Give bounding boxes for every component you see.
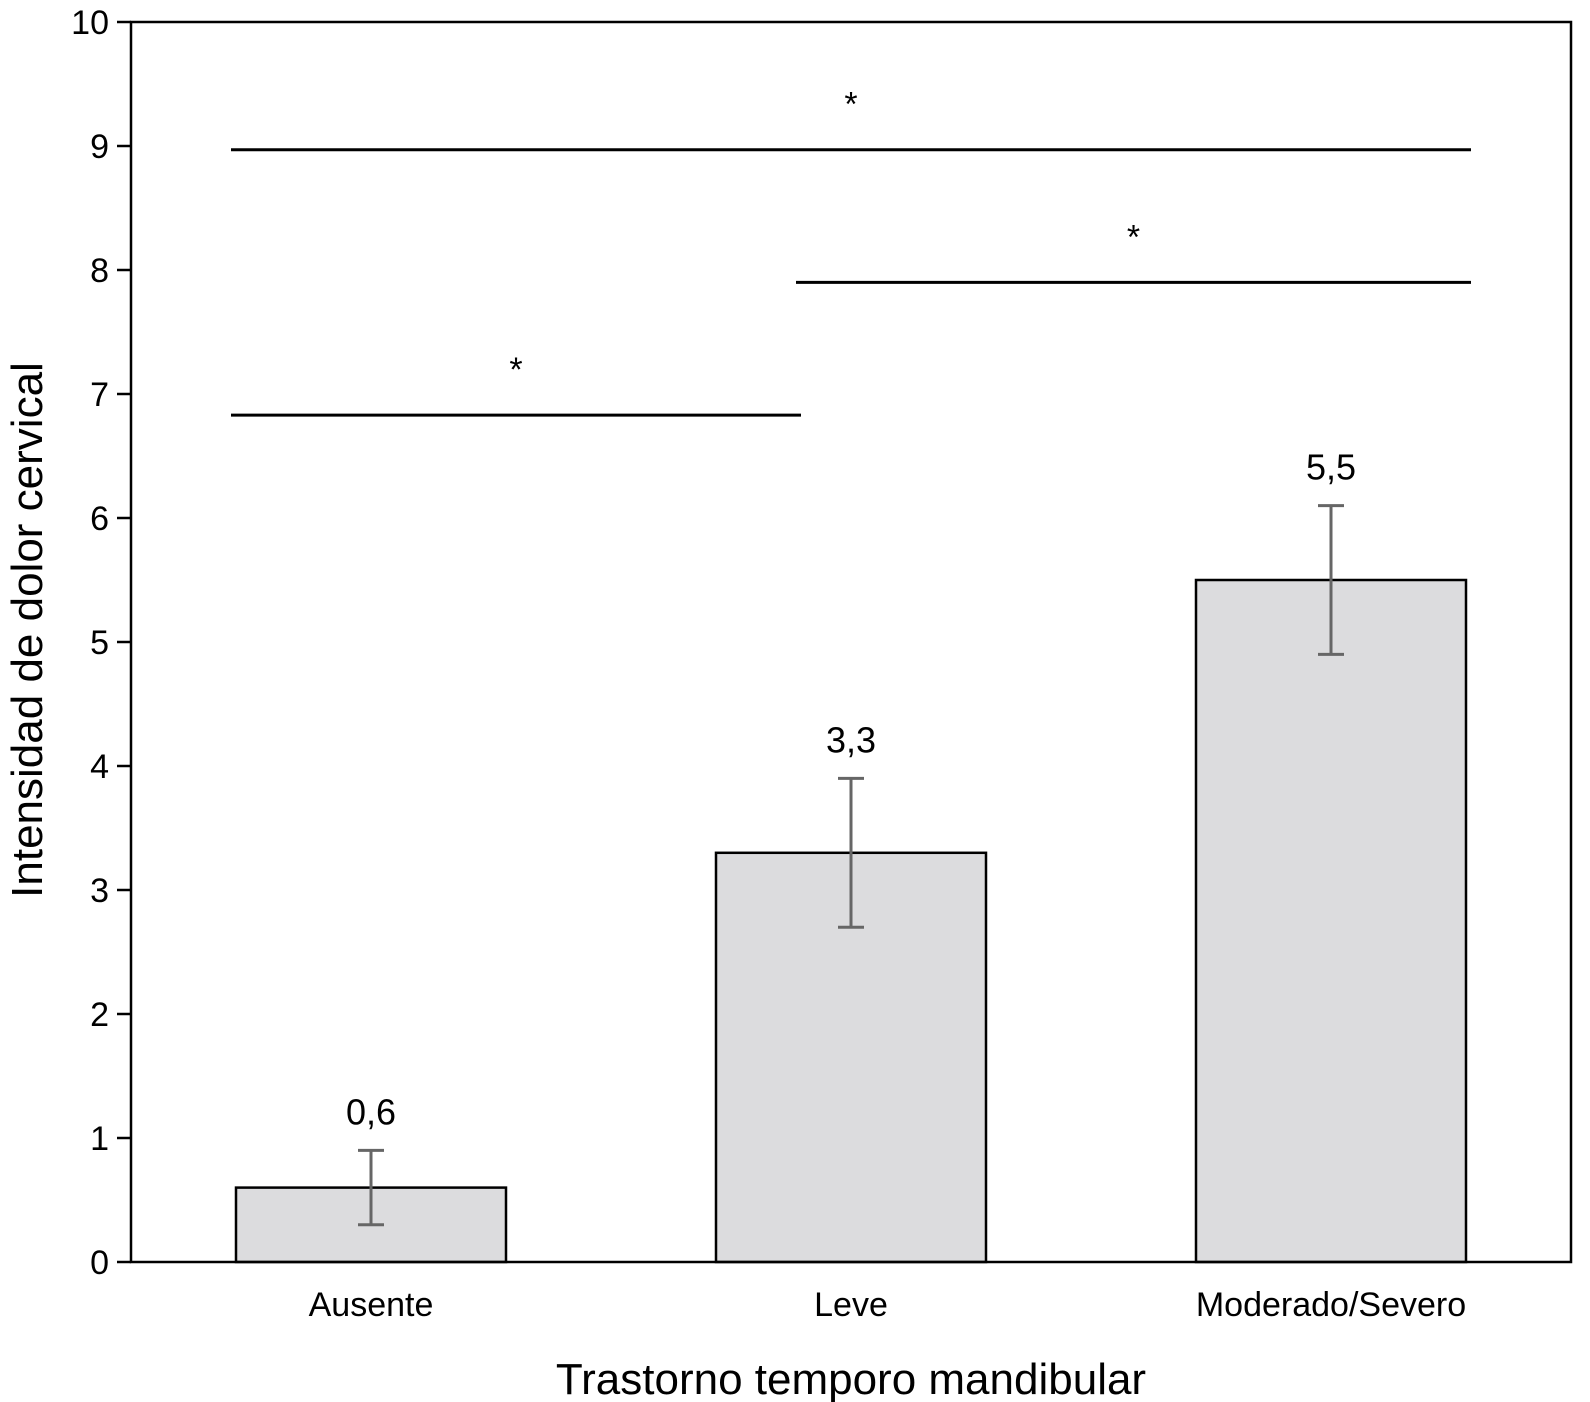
value-label: 5,5 [1306,447,1356,488]
y-tick-label: 1 [90,1120,109,1158]
y-axis-ticks: 0 1 2 3 4 5 6 7 8 9 10 [71,4,131,1282]
error-bar [1318,504,1344,656]
y-tick-label: 9 [90,128,109,166]
x-tick-label: Moderado/Severo [1196,1286,1466,1324]
y-tick-label: 0 [90,1244,109,1282]
x-axis-title: Trastorno temporo mandibular [556,1355,1146,1402]
significance-asterisk: * [1127,218,1140,256]
y-tick-label: 3 [90,872,109,910]
bar-moderado-severo [1194,578,1468,1264]
y-tick-label: 5 [90,624,109,662]
y-axis-title: Intensidad de dolor cervical [3,362,52,898]
value-label: 0,6 [346,1091,396,1132]
error-bars [358,504,1344,1227]
value-label: 3,3 [826,719,876,760]
error-bar [838,776,864,929]
y-tick-label: 2 [90,996,109,1034]
significance-bracket: * [231,86,1471,152]
y-tick-label: 6 [90,500,109,538]
x-tick-label: Ausente [309,1286,434,1324]
significance-bracket: * [796,218,1471,284]
significance-asterisk: * [844,86,857,124]
significance-brackets: * * * [231,86,1471,417]
error-bar [358,1148,384,1227]
significance-asterisk: * [509,351,522,389]
y-tick-label: 7 [90,376,109,414]
labels: 0,6 3,3 5,5 Ausente Leve Moderado/Severo [309,447,1467,1324]
y-tick-label: 8 [90,252,109,290]
x-tick-label: Leve [814,1286,888,1324]
significance-bracket: * [231,351,801,417]
y-tick-label: 10 [71,4,109,42]
y-tick-label: 4 [90,748,109,786]
